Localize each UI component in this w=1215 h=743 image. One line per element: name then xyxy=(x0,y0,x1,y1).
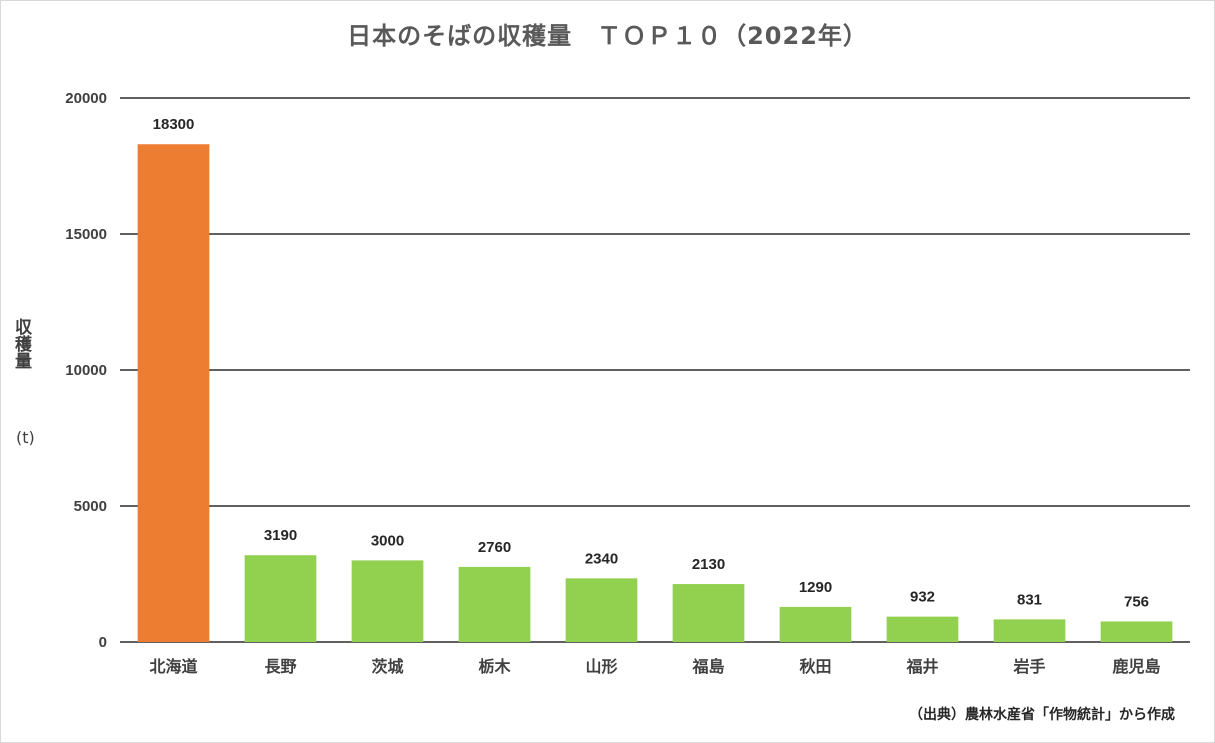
y-tick-label: 20000 xyxy=(65,90,107,107)
bar xyxy=(565,578,638,642)
y-tick-label: 0 xyxy=(99,634,107,651)
y-tick-label: 5000 xyxy=(74,498,107,515)
y-axis-label: 収穫量 xyxy=(11,318,31,369)
data-label: 2760 xyxy=(478,539,511,556)
data-label: 2340 xyxy=(585,550,618,567)
data-label: 3190 xyxy=(264,527,297,544)
data-label: 831 xyxy=(1017,591,1042,608)
bar xyxy=(244,555,317,642)
chart-title: 日本のそばの収穫量 ＴＯＰ１０（2022年） xyxy=(347,22,868,50)
x-tick-label: 北海道 xyxy=(149,657,197,676)
data-label: 756 xyxy=(1124,593,1149,610)
y-tick-label: 15000 xyxy=(65,226,107,243)
y-tick-label: 10000 xyxy=(65,362,107,379)
bar xyxy=(672,584,745,642)
bar xyxy=(779,606,852,642)
x-tick-label: 茨城 xyxy=(371,657,403,676)
x-tick-label: 福井 xyxy=(905,657,938,676)
bars xyxy=(137,144,1173,643)
bar xyxy=(1100,621,1173,642)
bar xyxy=(993,619,1066,642)
y-tick-labels: 0 5000 10000 15000 20000 xyxy=(65,90,107,651)
x-tick-label: 山形 xyxy=(585,657,617,676)
x-tick-label: 福島 xyxy=(691,657,724,676)
bar xyxy=(458,566,531,642)
x-tick-label: 岩手 xyxy=(1012,657,1045,676)
data-labels: 18300 3190 3000 2760 2340 2130 1290 932 831 756 xyxy=(153,116,1149,610)
data-label: 3000 xyxy=(371,532,404,549)
y-axis-unit: (t) xyxy=(16,428,35,447)
gridlines xyxy=(120,97,1190,643)
source-note: （出典）農林水産省「作物統計」から作成 xyxy=(909,707,1175,723)
data-label: 2130 xyxy=(692,556,725,573)
x-tick-label: 長野 xyxy=(264,657,296,676)
x-tick-label: 秋田 xyxy=(799,657,831,676)
data-label: 18300 xyxy=(153,116,195,133)
data-label: 1290 xyxy=(799,579,832,596)
bar xyxy=(886,616,959,642)
x-tick-label: 栃木 xyxy=(478,657,511,676)
data-label: 932 xyxy=(910,589,935,606)
x-tick-label: 鹿児島 xyxy=(1112,657,1160,676)
bar xyxy=(137,144,210,643)
bar xyxy=(351,560,424,642)
x-tick-labels: 北海道 長野 茨城 栃木 山形 福島 秋田 福井 岩手 鹿児島 xyxy=(149,657,1160,676)
